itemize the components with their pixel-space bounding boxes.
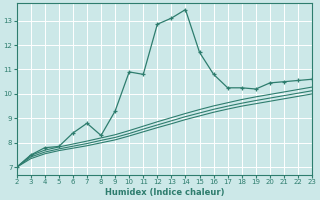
- X-axis label: Humidex (Indice chaleur): Humidex (Indice chaleur): [105, 188, 224, 197]
